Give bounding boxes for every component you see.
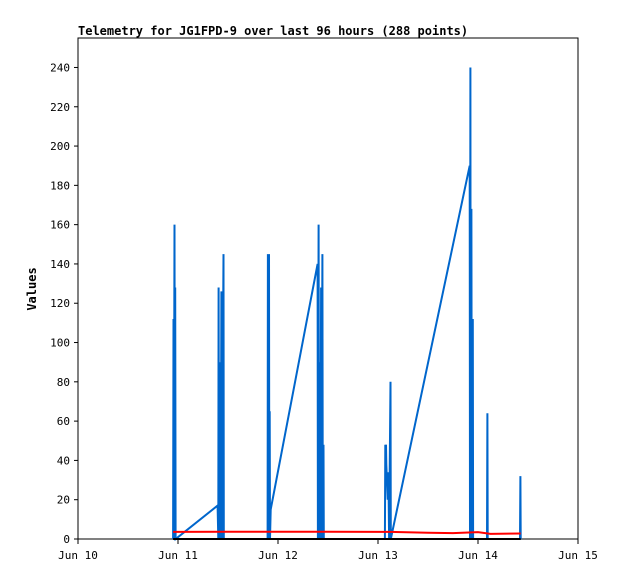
y-tick-label: 60 [57,415,70,428]
y-tick-label: 220 [50,101,70,114]
y-tick-label: 80 [57,376,70,389]
x-tick-label: Jun 10 [58,549,98,562]
y-tick-label: 120 [50,297,70,310]
y-tick-label: 20 [57,494,70,507]
y-tick-label: 180 [50,179,70,192]
y-tick-label: 160 [50,219,70,232]
series-layer [172,67,522,542]
x-tick-label: Jun 11 [158,549,198,562]
y-tick-label: 140 [50,258,70,271]
y-tick-label: 40 [57,454,70,467]
x-axis: Jun 10 Jun 11 Jun 12 Jun 13 Jun 14 Jun 15 [58,539,598,562]
x-tick-label: Jun 12 [258,549,298,562]
series-line-2 [173,530,521,535]
x-tick-label: Jun 15 [558,549,598,562]
y-tick-label: 0 [63,533,70,546]
y-axis-label: Values [25,267,39,310]
chart-title: Telemetry for JG1FPD-9 over last 96 hour… [78,24,468,38]
y-axis: 0 20 40 60 80 100 120 140 160 180 200 220 240 [50,61,78,546]
y-tick-label: 240 [50,61,70,74]
y-tick-label: 200 [50,140,70,153]
x-tick-label: Jun 14 [458,549,498,562]
x-tick-label: Jun 13 [358,549,398,562]
y-tick-label: 100 [50,337,70,350]
plot-frame [77,37,579,540]
